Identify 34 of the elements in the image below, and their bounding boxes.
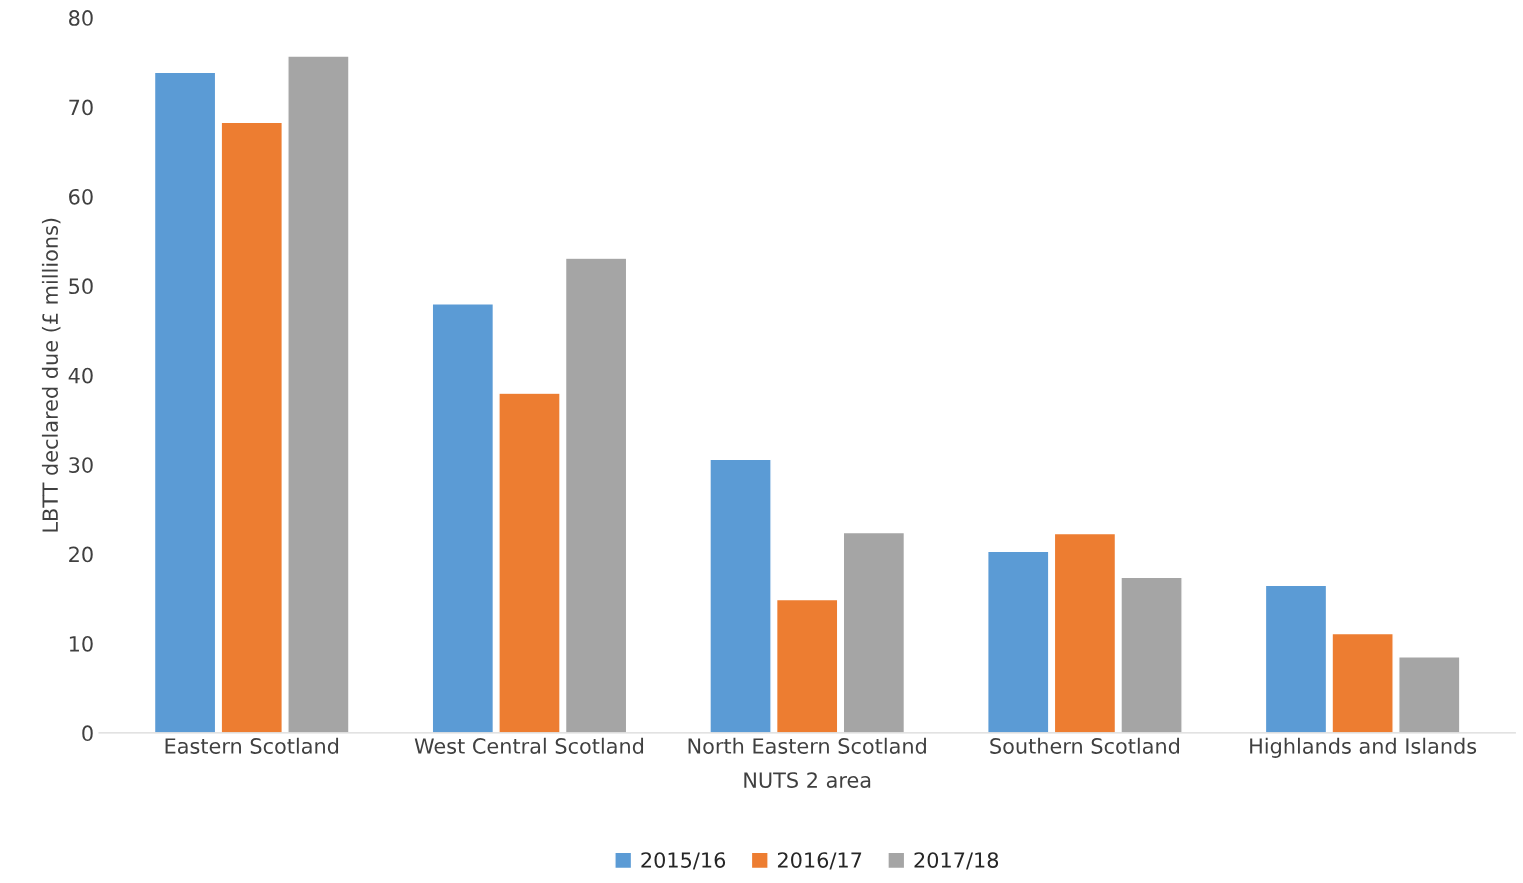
y-tick-label: 0 xyxy=(82,725,93,742)
bar xyxy=(775,598,839,733)
y-tick-label: 40 xyxy=(68,367,93,384)
bar xyxy=(287,55,350,733)
bar xyxy=(498,392,561,733)
x-tick-label: North Eastern Scotland xyxy=(688,737,926,754)
y-tick-label: 80 xyxy=(69,10,93,26)
x-tick-label: Highlands and Islands xyxy=(1250,737,1477,758)
bar xyxy=(220,121,283,733)
y-tick-label: 50 xyxy=(69,278,93,295)
y-tick-label: 20 xyxy=(69,546,93,563)
y-axis-title: LBTT declared due (£ millions) xyxy=(41,218,61,532)
bar xyxy=(1053,532,1117,733)
y-tick-label: 30 xyxy=(69,457,93,473)
bar xyxy=(709,458,772,733)
bar xyxy=(431,303,495,733)
bar xyxy=(987,550,1050,733)
legend-label: 2017/18 xyxy=(914,852,999,870)
bar xyxy=(842,531,906,733)
x-tick-label: Southern Scotland xyxy=(990,737,1179,754)
x-tick-label: West Central Scotland xyxy=(414,737,644,754)
y-tick-label: 70 xyxy=(69,99,93,116)
x-tick-label: Eastern Scotland xyxy=(165,737,339,754)
legend-label: 2016/17 xyxy=(777,852,862,870)
y-tick-label: 60 xyxy=(69,188,93,205)
bar xyxy=(1398,656,1461,733)
bar xyxy=(153,71,217,733)
bar xyxy=(1331,632,1394,733)
bar xyxy=(564,257,628,733)
x-axis-title: NUTS 2 area xyxy=(744,772,871,788)
y-tick-label: 10 xyxy=(69,635,93,652)
bar xyxy=(1264,584,1328,733)
legend-label: 2015/16 xyxy=(641,852,726,870)
bar xyxy=(1120,576,1183,733)
